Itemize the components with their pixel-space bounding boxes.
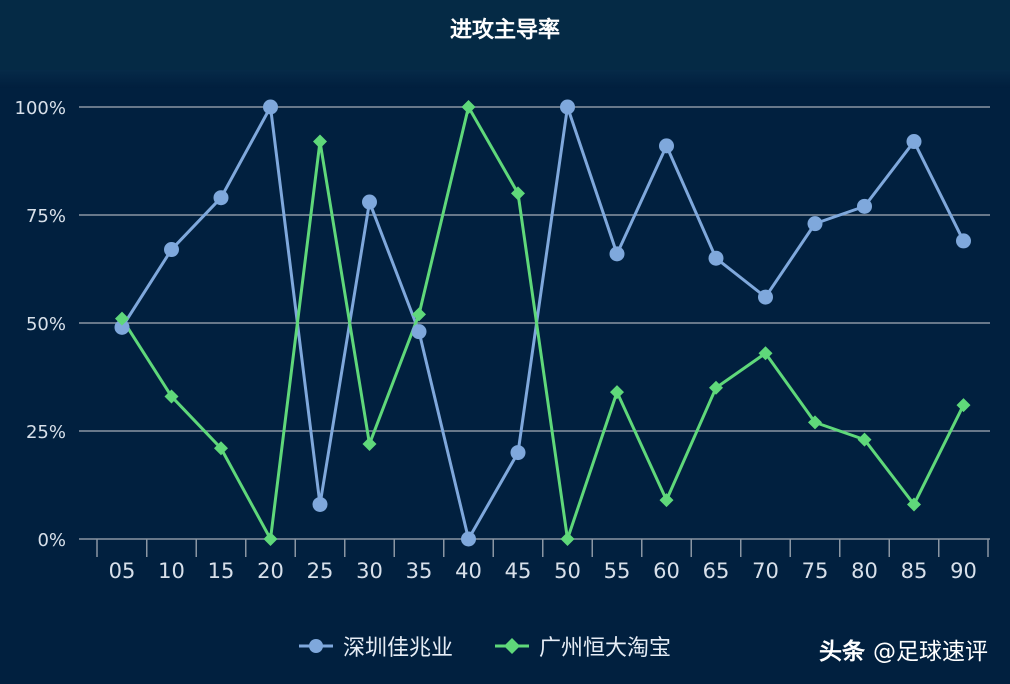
series-1-point[interactable]	[708, 250, 724, 266]
series-2-point[interactable]	[907, 497, 921, 512]
series-2-point[interactable]	[263, 532, 278, 546]
series-1-point[interactable]	[411, 324, 427, 340]
watermark: 头条 @足球速评	[819, 632, 988, 666]
x-axis: 05 10 15 20 25 30 35 40 45 50 55 60 65 70 75 80 85 90	[96, 539, 989, 583]
legend-item-series-1[interactable]: 深圳佳兆业	[298, 630, 453, 662]
series-2-point[interactable]	[412, 307, 426, 322]
x-tick-label: 60	[653, 559, 680, 583]
series-1-point[interactable]	[956, 233, 971, 249]
y-tick-label: 100%	[15, 98, 66, 119]
series-1-point[interactable]	[807, 216, 823, 232]
x-tick-label: 75	[802, 559, 829, 583]
x-tick-label: 65	[703, 559, 730, 583]
diamond-marker-icon	[495, 638, 529, 654]
series-2-point[interactable]	[214, 441, 228, 456]
series-2-point[interactable]	[511, 186, 525, 201]
series-2-point[interactable]	[362, 436, 377, 451]
x-tick-label: 30	[356, 559, 383, 583]
series-layer	[114, 99, 971, 547]
x-tick-label: 55	[604, 559, 631, 583]
series-line-1	[120, 105, 965, 541]
legend-item-series-2[interactable]: 广州恒大淘宝	[495, 630, 671, 662]
x-tick-label: 25	[307, 559, 334, 583]
series-1-point[interactable]	[758, 289, 773, 305]
x-tick-label: 10	[158, 559, 185, 583]
x-tick-label: 15	[208, 559, 235, 583]
circle-marker-icon	[298, 639, 333, 653]
x-tick-label: 70	[752, 559, 779, 583]
chart-header	[0, 0, 1010, 70]
series-1-point[interactable]	[362, 194, 377, 210]
series-2-point[interactable]	[758, 346, 773, 361]
series-1-point[interactable]	[906, 134, 922, 150]
x-tick-label: 45	[505, 559, 532, 583]
series-2-point[interactable]	[857, 432, 872, 447]
series-1-point[interactable]	[659, 138, 674, 154]
x-tick-label: 05	[109, 559, 136, 583]
series-2-point[interactable]	[808, 415, 822, 430]
series-2-point[interactable]	[956, 398, 971, 413]
x-tick-label: 20	[257, 559, 284, 583]
series-line-2	[120, 105, 965, 541]
x-tick-label: 40	[455, 559, 482, 583]
watermark-handle: @足球速评	[873, 639, 988, 665]
series-1-point[interactable]	[609, 246, 625, 262]
series-2-point[interactable]	[560, 532, 575, 546]
series-2-point[interactable]	[709, 380, 723, 395]
series-2-point[interactable]	[659, 493, 674, 508]
series-1-point[interactable]	[114, 319, 130, 335]
series-1-point[interactable]	[461, 531, 476, 547]
y-axis: 0% 25% 50% 75% 100%	[15, 98, 66, 551]
series-2-point[interactable]	[164, 389, 179, 404]
series-2-point[interactable]	[461, 100, 476, 114]
legend-label-series-2: 广州恒大淘宝	[539, 636, 672, 661]
grid-lines	[79, 106, 990, 540]
series-1-point[interactable]	[510, 445, 526, 461]
series-1-point[interactable]	[213, 190, 229, 206]
series-1-point[interactable]	[857, 198, 872, 214]
x-tick-label: 80	[851, 559, 878, 583]
series-2-point[interactable]	[313, 134, 327, 149]
chart-title: 进攻主导率	[449, 18, 560, 43]
legend: 深圳佳兆业 广州恒大淘宝	[0, 628, 1010, 664]
x-tick-label: 85	[901, 559, 928, 583]
series-2-point[interactable]	[610, 385, 624, 400]
x-tick-label: 50	[554, 559, 581, 583]
y-tick-label: 50%	[26, 314, 66, 335]
y-tick-label: 0%	[37, 530, 66, 551]
series-2-point[interactable]	[115, 311, 129, 326]
series-1-point[interactable]	[164, 242, 179, 258]
y-tick-label: 75%	[26, 206, 66, 227]
y-tick-label: 25%	[26, 422, 66, 443]
watermark-brand: 头条	[818, 639, 865, 665]
legend-label-series-1: 深圳佳兆业	[342, 636, 453, 661]
x-tick-label: 90	[950, 559, 977, 583]
series-1-point[interactable]	[560, 99, 575, 115]
series-1-point[interactable]	[312, 496, 328, 512]
header-band	[0, 70, 1010, 88]
x-tick-label: 35	[406, 559, 433, 583]
series-1-point[interactable]	[263, 99, 278, 115]
